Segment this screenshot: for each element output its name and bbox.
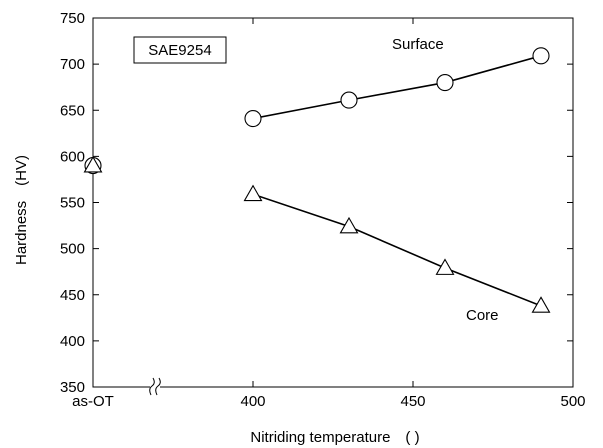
x-tick-label: 400 — [240, 393, 265, 410]
x-axis-ticks: as-OT 400 450 500 — [72, 18, 586, 410]
surface-data-point — [340, 91, 358, 109]
core-data-point — [435, 258, 455, 275]
y-axis-title: Hardness (HV) — [13, 155, 30, 265]
y-tick-label: 550 — [60, 195, 85, 212]
core-data-point — [243, 184, 263, 202]
x-axis-title: Nitriding temperature ( ) — [250, 429, 419, 446]
y-tick-label: 450 — [60, 287, 85, 304]
x-tick-label: as-OT — [72, 393, 114, 410]
surface-data-point — [532, 47, 550, 65]
sae-label: SAE9254 — [148, 42, 211, 59]
x-tick-label: 450 — [400, 393, 425, 410]
plot-frame — [92, 17, 574, 388]
core-data-point — [531, 296, 551, 313]
y-tick-label: 700 — [60, 56, 85, 73]
y-tick-label: 650 — [60, 102, 85, 119]
core-series-line — [252, 193, 542, 307]
y-tick-label: 400 — [60, 333, 85, 350]
axis-break-mark — [149, 377, 161, 396]
y-tick-label: 600 — [60, 148, 85, 165]
y-tick-label: 750 — [60, 10, 85, 27]
surface-data-point — [244, 110, 262, 128]
core-data-point — [339, 216, 359, 234]
surface-series-label: Surface — [392, 36, 444, 53]
y-tick-label: 350 — [60, 379, 85, 396]
series-layer — [83, 47, 551, 313]
core-baseline-point — [83, 155, 103, 173]
core-series-label: Core — [466, 307, 499, 324]
surface-series-line — [252, 55, 542, 120]
surface-data-point — [436, 74, 454, 92]
y-tick-label: 500 — [60, 241, 85, 258]
sae-label-box: SAE9254 — [133, 36, 227, 64]
x-tick-label: 500 — [560, 393, 585, 410]
y-axis-ticks: 350 400 450 500 550 600 650 700 750 — [60, 10, 573, 396]
